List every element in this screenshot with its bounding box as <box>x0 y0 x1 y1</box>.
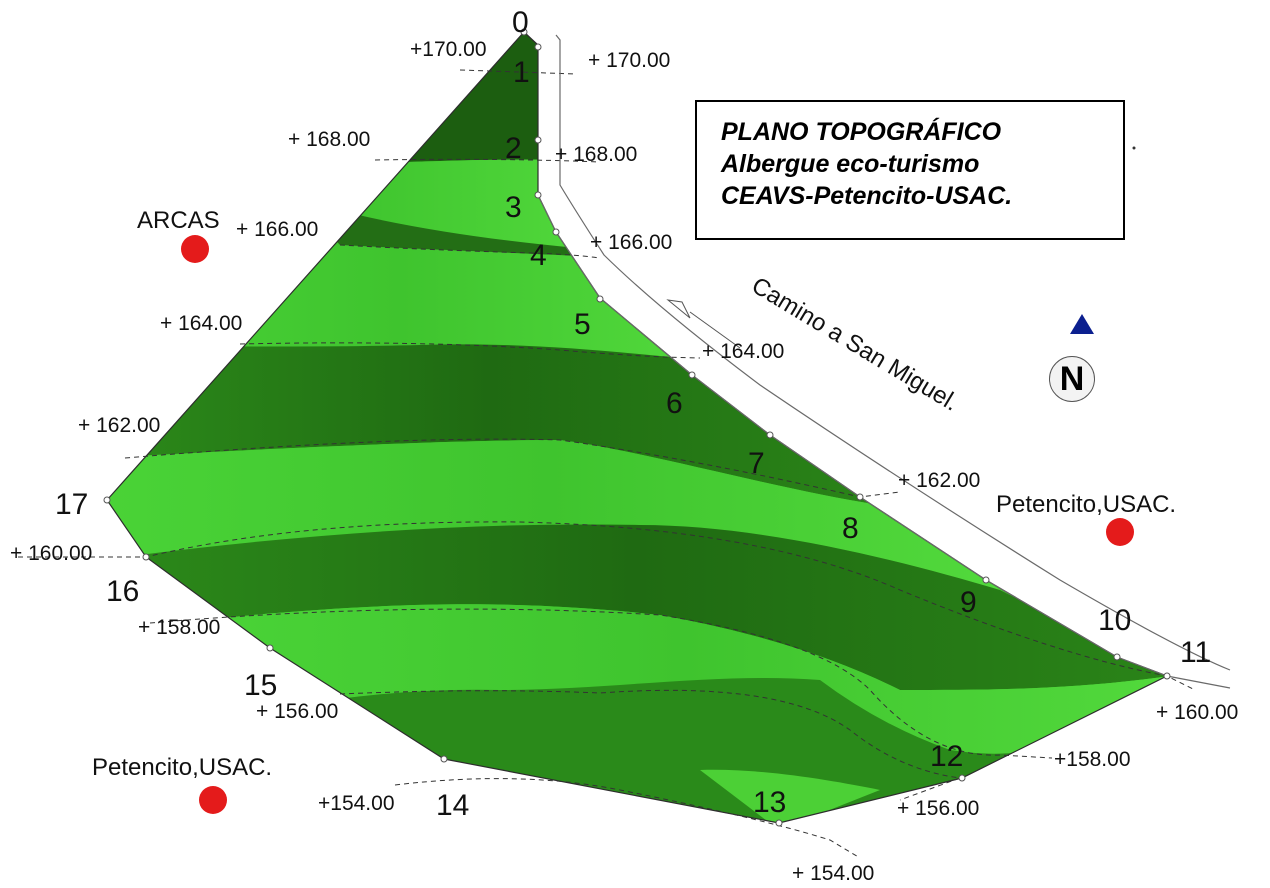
elevation-label: + 168.00 <box>555 143 637 166</box>
elevation-label: + 154.00 <box>792 862 874 885</box>
title-line: PLANO TOPOGRÁFICO <box>721 118 1002 146</box>
elevation-label: +154.00 <box>318 792 395 815</box>
point-label: 6 <box>666 387 683 420</box>
point-label: 1 <box>513 56 530 89</box>
point-label: 0 <box>512 6 529 39</box>
point-labels: 0 1 2 3 4 5 6 7 8 9 10 11 12 13 14 15 16… <box>55 6 1211 822</box>
north-arrow-icon <box>1070 314 1094 334</box>
place-label-petencito-east: Petencito,USAC. <box>996 491 1176 518</box>
road-edges <box>537 34 1231 689</box>
elevation-label: + 164.00 <box>702 340 784 363</box>
map-title-box: PLANO TOPOGRÁFICO Albergue eco-turismo C… <box>695 100 1125 240</box>
elevation-label: + 156.00 <box>256 700 338 723</box>
elevation-label: + 160.00 <box>10 542 92 565</box>
point-label: 17 <box>55 488 88 521</box>
elevation-label: + 170.00 <box>588 49 670 72</box>
place-marker-petencito-south <box>199 786 227 814</box>
elevation-label: + 158.00 <box>138 616 220 639</box>
title-line: Albergue eco-turismo <box>721 150 980 178</box>
north-compass-icon: N <box>1049 356 1095 402</box>
point-label: 7 <box>748 447 765 480</box>
point-label: 12 <box>930 740 963 773</box>
point-label: 4 <box>530 239 547 272</box>
place-marker-arcas <box>181 235 209 263</box>
point-label: 13 <box>753 786 786 819</box>
point-label: 9 <box>960 586 977 619</box>
point-label: 16 <box>106 575 139 608</box>
elevation-label: + 162.00 <box>898 469 980 492</box>
point-label: 2 <box>505 132 522 165</box>
title-line: CEAVS-Petencito-USAC. <box>721 182 1013 210</box>
elevation-label: +158.00 <box>1054 748 1131 771</box>
point-label: 3 <box>505 191 522 224</box>
elevation-label: + 162.00 <box>78 414 160 437</box>
survey-markers <box>103 28 1171 827</box>
place-label-petencito-south: Petencito,USAC. <box>92 754 272 781</box>
elevation-label: + 164.00 <box>160 312 242 335</box>
point-label: 14 <box>436 789 469 822</box>
place-label-arcas: ARCAS <box>137 207 220 234</box>
contour-lines <box>18 69 1196 859</box>
road-direction-arrow <box>666 299 691 319</box>
point-label: 11 <box>1180 636 1211 669</box>
elevation-label: + 166.00 <box>590 231 672 254</box>
elevation-label: + 160.00 <box>1156 701 1238 724</box>
point-label: 15 <box>244 669 277 702</box>
point-label: 10 <box>1098 604 1131 637</box>
elevation-labels: +170.00 + 170.00 + 168.00 + 168.00 + 166… <box>10 38 1238 885</box>
place-marker-petencito-east <box>1106 518 1134 546</box>
point-label: 5 <box>574 308 591 341</box>
elevation-label: + 166.00 <box>236 218 318 241</box>
elevation-label: + 156.00 <box>897 797 979 820</box>
elevation-label: +170.00 <box>410 38 487 61</box>
elevation-label: + 168.00 <box>288 128 370 151</box>
point-label: 8 <box>842 512 859 545</box>
north-label: N <box>1059 360 1085 398</box>
